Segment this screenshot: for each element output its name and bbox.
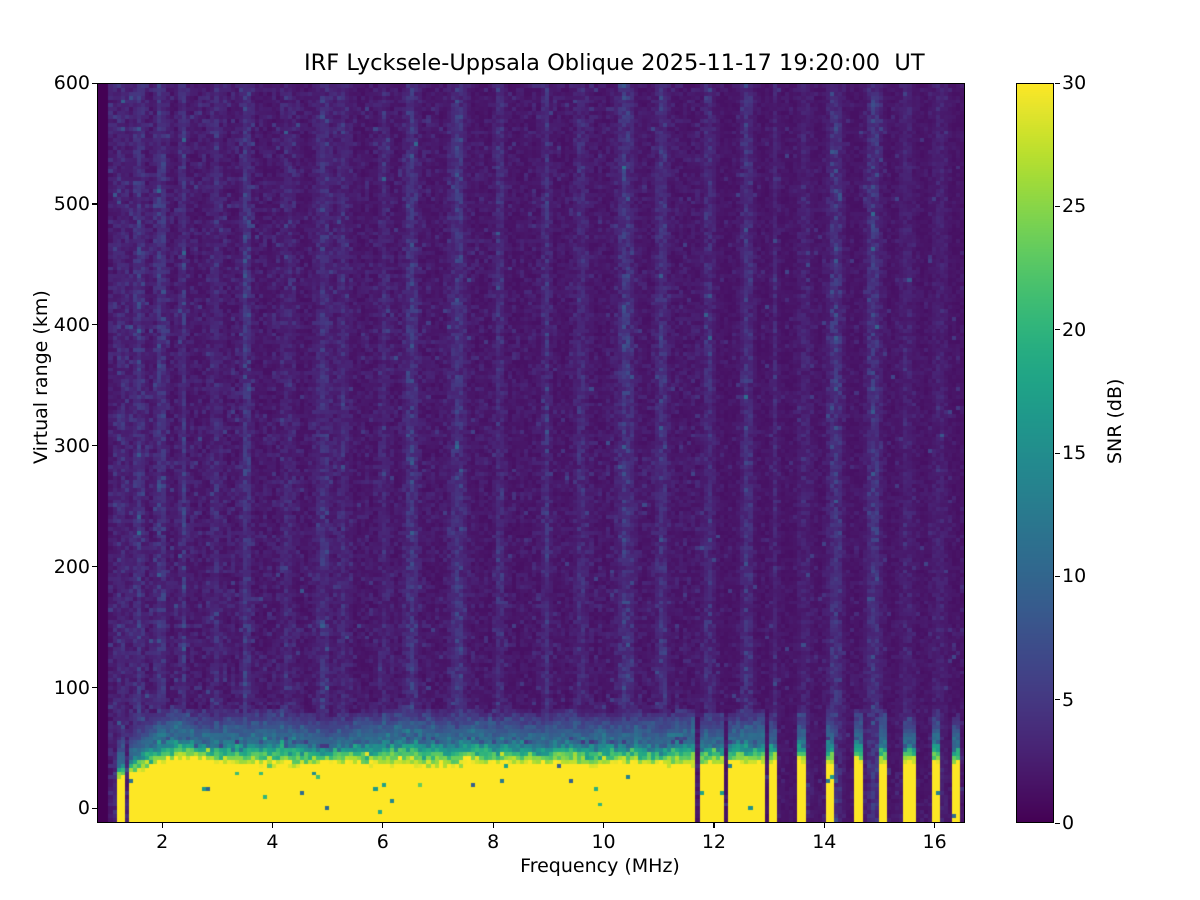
y-tick-mark-0 (92, 807, 97, 810)
colorbar-tick-mark-25 (1055, 205, 1060, 207)
x-tick-mark-12 (713, 823, 715, 828)
y-tick-mark-500 (92, 203, 97, 205)
colorbar-tick-mark-15 (1055, 452, 1060, 454)
colorbar[interactable] (1016, 83, 1054, 823)
colorbar-tick-mark-20 (1055, 329, 1060, 331)
colorbar-tick-label-25: 25 (1062, 195, 1087, 218)
colorbar-tick-label-5: 5 (1062, 688, 1075, 711)
x-axis-label: Frequency (MHz) (520, 855, 680, 877)
colorbar-label: SNR (dB) (1104, 378, 1126, 464)
x-tick-mark-16 (934, 823, 936, 828)
title-line-1: IRF Lycksele-Uppsala Oblique 2025-11-17 … (304, 50, 925, 76)
x-tick-label-16: 16 (922, 831, 947, 853)
x-tick-label-10: 10 (591, 831, 616, 853)
y-tick-label-100: 100 (53, 676, 90, 699)
colorbar-tick-mark-5 (1055, 699, 1060, 701)
x-tick-label-6: 6 (376, 831, 389, 853)
x-tick-mark-6 (382, 823, 384, 828)
y-tick-label-400: 400 (53, 313, 90, 336)
y-tick-mark-400 (92, 324, 97, 326)
x-tick-mark-4 (271, 823, 274, 828)
y-axis-label: Virtual range (km) (30, 290, 52, 464)
ionogram-heatmap-canvas[interactable] (98, 84, 964, 822)
x-tick-mark-14 (823, 823, 825, 828)
colorbar-tick-label-30: 30 (1062, 72, 1087, 94)
colorbar-tick-label-10: 10 (1062, 565, 1087, 588)
y-tick-mark-300 (92, 445, 97, 447)
y-tick-label-300: 300 (53, 434, 90, 457)
y-tick-mark-100 (92, 687, 97, 689)
x-tick-mark-10 (603, 823, 605, 828)
y-tick-label-200: 200 (53, 555, 90, 578)
y-tick-label-500: 500 (53, 192, 90, 215)
y-tick-label-600: 600 (53, 72, 90, 94)
x-tick-mark-2 (161, 823, 163, 828)
x-tick-label-2: 2 (156, 831, 169, 853)
x-tick-label-4: 4 (266, 831, 279, 853)
colorbar-tick-mark-0 (1055, 822, 1060, 824)
colorbar-tick-label-15: 15 (1062, 442, 1087, 464)
x-tick-label-14: 14 (812, 831, 837, 853)
colorbar-tick-mark-10 (1055, 575, 1060, 577)
colorbar-tick-mark-30 (1055, 82, 1060, 84)
colorbar-tick-label-20: 20 (1062, 318, 1087, 341)
y-tick-mark-600 (92, 82, 97, 84)
colorbar-tick-label-0: 0 (1062, 812, 1075, 834)
heatmap-plot-area[interactable] (97, 83, 965, 823)
y-tick-mark-200 (92, 566, 97, 568)
x-tick-mark-8 (492, 823, 494, 828)
colorbar-gradient (1017, 84, 1053, 822)
x-tick-label-12: 12 (701, 831, 727, 853)
x-tick-label-8: 8 (487, 831, 500, 853)
y-tick-label-0: 0 (77, 797, 90, 820)
